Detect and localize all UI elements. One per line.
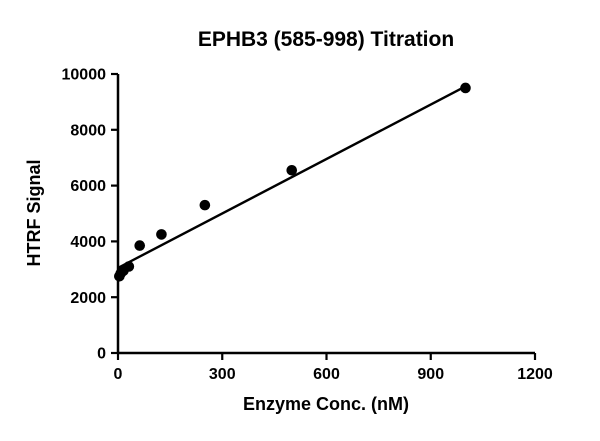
- y-tick-label: 0: [97, 346, 106, 363]
- x-axis-label: Enzyme Conc. (nM): [243, 394, 409, 414]
- data-point: [123, 261, 135, 272]
- y-tick-label: 2000: [70, 290, 106, 307]
- data-point: [134, 240, 146, 251]
- x-tick-label: 1200: [517, 366, 553, 383]
- plot-area: 0 2000 4000 6000 8000 10000 0 300 600 900 1200: [62, 67, 553, 383]
- fit-line: [117, 83, 470, 269]
- y-tick-label: 8000: [70, 122, 106, 139]
- data-point: [199, 199, 211, 211]
- y-tick-label: 10000: [62, 67, 107, 84]
- x-tick-label: 600: [313, 366, 340, 383]
- y-axis-label: HTRF Signal: [24, 160, 44, 267]
- chart-title: EPHB3 (585-998) Titration: [198, 28, 454, 51]
- y-tick-label: 6000: [70, 178, 106, 195]
- data-point: [286, 164, 298, 176]
- y-tick-label: 4000: [70, 234, 106, 251]
- data-point: [156, 229, 167, 240]
- x-tick-label: 300: [209, 366, 236, 383]
- x-tick-label: 900: [417, 366, 444, 383]
- data-point: [460, 82, 471, 94]
- x-tick-label: 0: [114, 366, 123, 383]
